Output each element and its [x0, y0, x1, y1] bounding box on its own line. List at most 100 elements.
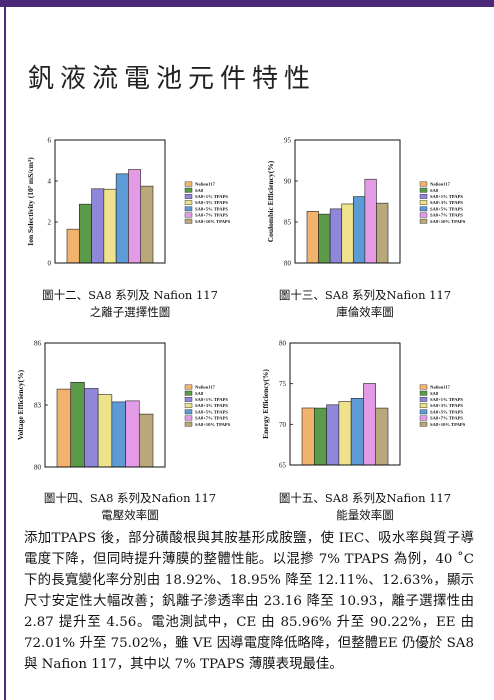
legend-label: SA8: [195, 188, 204, 193]
bar: [329, 208, 343, 264]
legend-swatch: [184, 193, 193, 199]
y-tick-label: 80: [34, 464, 42, 472]
y-tick-label: 80: [284, 260, 292, 268]
legend-swatch: [184, 397, 193, 402]
bar: [313, 407, 327, 466]
plot-frame: [294, 139, 401, 264]
bar: [306, 211, 319, 264]
header-bar: [0, 0, 494, 7]
y-axis-label: Ion Selectivity (10⁷ mS/cm³): [26, 157, 35, 246]
bar: [103, 188, 117, 264]
legend-swatch: [419, 181, 428, 187]
legend-swatch: [184, 187, 193, 193]
caption: 圖十五、SA8 系列及Nafion 117 能量效率圖: [255, 490, 475, 524]
bar: [376, 202, 389, 264]
legend-swatch: [184, 212, 193, 218]
legend-label: SA8+7% TPAPS: [430, 416, 463, 421]
bar: [138, 413, 154, 468]
legend-label: SA8+10% TPAPS: [195, 219, 231, 224]
caption-line: 能量效率圖: [336, 508, 394, 522]
bar: [128, 169, 142, 264]
plot-frame: [289, 342, 401, 466]
legend-swatch: [419, 415, 428, 421]
bar: [111, 401, 126, 468]
bar: [125, 400, 140, 468]
bar: [341, 203, 354, 264]
y-tick-label: 83: [34, 402, 42, 410]
legend-label: SA8+7% TPAPS: [430, 213, 463, 218]
legend-swatch: [419, 403, 428, 408]
side-bar: [4, 7, 6, 700]
legend-label: SA8+10% TPAPS: [430, 219, 466, 224]
y-tick-label: 86: [34, 340, 42, 348]
bar: [350, 398, 364, 466]
legend-label: SA8+5% TPAPS: [430, 409, 463, 414]
legend-swatch: [184, 218, 193, 224]
legend-swatch: [419, 206, 428, 212]
y-axis-label: Voltage Efficiency(%): [16, 369, 25, 440]
plot-frame: [54, 139, 166, 264]
caption: 圖十三、SA8 系列及Nafion 117 庫倫效率圖: [255, 287, 475, 321]
bar: [91, 188, 105, 264]
legend-label: SA8+5% TPAPS: [430, 206, 463, 211]
caption-line: 圖十二、SA8 系列及 Nafion 117: [42, 288, 218, 302]
bar: [56, 388, 72, 468]
legend-swatch: [184, 206, 193, 212]
bar: [70, 381, 85, 468]
legend-swatch: [184, 200, 193, 205]
legend-swatch: [184, 409, 193, 415]
y-tick-label: 0: [48, 260, 52, 268]
y-tick-label: 70: [279, 421, 287, 429]
legend-swatch: [419, 409, 428, 415]
legend-swatch: [184, 384, 193, 390]
caption-line: 電壓效率圖: [101, 508, 159, 522]
bar: [66, 228, 80, 264]
legend-label: Nafion117: [195, 182, 216, 187]
legend-swatch: [184, 403, 193, 408]
y-tick-label: 90: [284, 178, 292, 186]
legend-label: SA8+1% TPAPS: [430, 397, 463, 402]
caption-line: 圖十三、SA8 系列及Nafion 117: [278, 288, 452, 302]
legend-label: SA8: [195, 391, 204, 396]
legend-label: SA8+3% TPAPS: [430, 403, 463, 408]
legend-label: SA8+7% TPAPS: [195, 213, 228, 218]
legend-swatch: [419, 200, 428, 205]
legend-swatch: [419, 390, 428, 396]
legend-label: SA8+3% TPAPS: [195, 403, 228, 408]
legend-label: SA8+10% TPAPS: [195, 422, 231, 427]
bar: [140, 185, 154, 264]
legend-label: Nafion117: [430, 385, 451, 390]
legend-swatch: [419, 187, 428, 193]
legend-label: SA8: [430, 391, 439, 396]
bar: [364, 178, 377, 264]
legend-label: Nafion117: [430, 182, 451, 187]
y-axis-label: Energy Efficiency(%): [261, 369, 270, 439]
caption-line: 庫倫效率圖: [336, 305, 394, 319]
bar: [338, 401, 352, 466]
caption: 圖十二、SA8 系列及 Nafion 117 之離子選擇性圖: [20, 287, 240, 321]
plot-frame: [44, 342, 166, 468]
legend-label: SA8: [430, 188, 439, 193]
legend-swatch: [419, 212, 428, 218]
legend-swatch: [419, 218, 428, 224]
bar: [115, 173, 129, 264]
legend-swatch: [184, 421, 193, 427]
y-axis-label: Coulombic Efficiency(%): [266, 160, 275, 242]
bar: [78, 203, 92, 264]
legend-label: SA8+5% TPAPS: [195, 206, 228, 211]
legend-swatch: [184, 181, 193, 187]
y-tick-label: 95: [284, 137, 292, 145]
legend-swatch: [184, 415, 193, 421]
caption-line: 之離子選擇性圖: [89, 305, 171, 319]
bar: [352, 196, 366, 264]
bar: [375, 407, 389, 466]
legend-swatch: [419, 397, 428, 402]
legend-swatch: [184, 390, 193, 396]
legend-label: SA8+3% TPAPS: [430, 200, 463, 205]
legend-label: SA8+5% TPAPS: [195, 409, 228, 414]
caption-line: 圖十五、SA8 系列及Nafion 117: [278, 491, 452, 505]
legend-label: Nafion117: [195, 385, 216, 390]
legend-swatch: [419, 421, 428, 427]
